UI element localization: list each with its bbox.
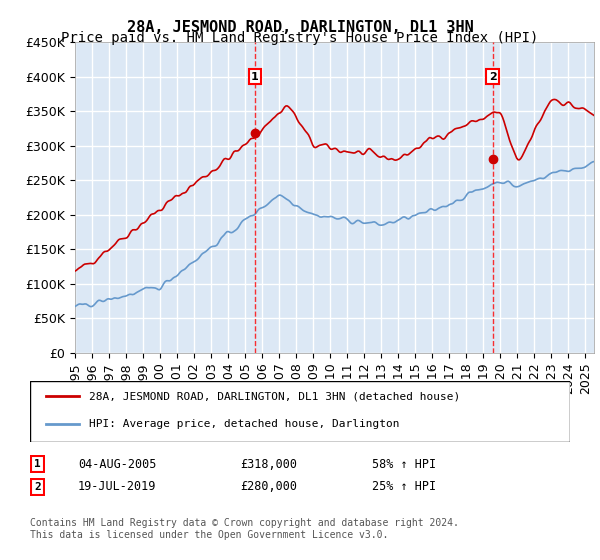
Text: Contains HM Land Registry data © Crown copyright and database right 2024.
This d: Contains HM Land Registry data © Crown c… [30, 518, 459, 540]
Text: 2: 2 [34, 482, 41, 492]
Text: 28A, JESMOND ROAD, DARLINGTON, DL1 3HN (detached house): 28A, JESMOND ROAD, DARLINGTON, DL1 3HN (… [89, 391, 461, 401]
Text: 2: 2 [489, 72, 496, 82]
Text: 1: 1 [34, 459, 41, 469]
FancyBboxPatch shape [31, 479, 44, 494]
Text: Price paid vs. HM Land Registry's House Price Index (HPI): Price paid vs. HM Land Registry's House … [61, 31, 539, 45]
Text: 04-AUG-2005: 04-AUG-2005 [78, 458, 157, 471]
FancyBboxPatch shape [31, 456, 44, 472]
Text: £280,000: £280,000 [240, 480, 297, 493]
Text: 28A, JESMOND ROAD, DARLINGTON, DL1 3HN: 28A, JESMOND ROAD, DARLINGTON, DL1 3HN [127, 20, 473, 35]
Text: 19-JUL-2019: 19-JUL-2019 [78, 480, 157, 493]
FancyBboxPatch shape [30, 381, 570, 442]
Text: 58% ↑ HPI: 58% ↑ HPI [372, 458, 436, 471]
Text: HPI: Average price, detached house, Darlington: HPI: Average price, detached house, Darl… [89, 419, 400, 429]
Text: 1: 1 [251, 72, 259, 82]
Text: £318,000: £318,000 [240, 458, 297, 471]
Text: 25% ↑ HPI: 25% ↑ HPI [372, 480, 436, 493]
